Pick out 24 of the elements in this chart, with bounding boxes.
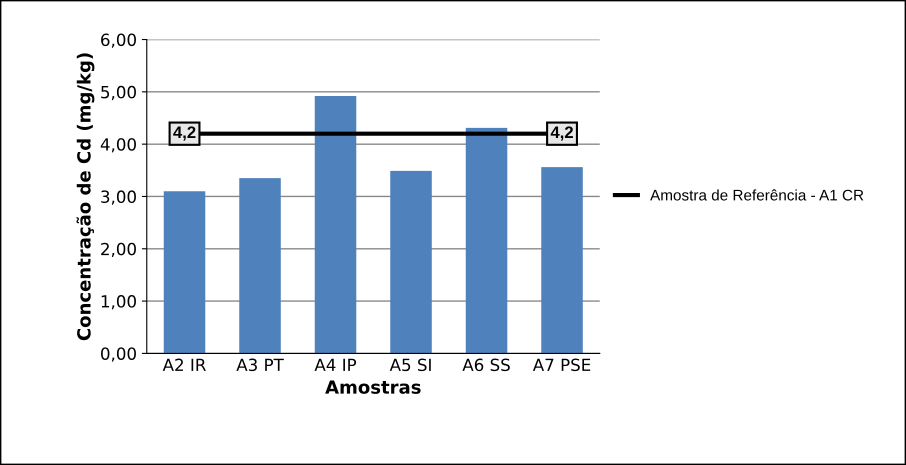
y-tick-label: 0,00 — [101, 347, 136, 362]
x-tick-label: A6 SS — [462, 358, 510, 372]
x-tick-label: A3 PT — [236, 358, 284, 372]
x-tick-label: A5 SI — [390, 358, 431, 372]
bar — [390, 170, 432, 354]
bar — [239, 178, 281, 354]
bar — [314, 96, 356, 354]
y-tick-label: 2,00 — [101, 242, 136, 258]
bar — [466, 128, 508, 354]
x-axis-title: Amostras — [325, 380, 421, 394]
legend-label: Amostra de Referência - A1 CR — [650, 189, 864, 201]
x-tick-label: A4 IP — [314, 358, 356, 371]
x-tick-label: A2 IR — [162, 358, 206, 371]
bar — [541, 167, 583, 354]
y-tick-label: 5,00 — [101, 86, 136, 100]
bar — [164, 191, 206, 354]
y-tick-label: 6,00 — [101, 33, 136, 48]
data-label: 4,2 — [550, 126, 573, 141]
y-tick-label: 3,00 — [101, 190, 136, 205]
y-tick-label: 1,00 — [102, 295, 136, 310]
x-tick-label: A7 PSE — [532, 358, 590, 372]
y-tick-label: 4,00 — [100, 138, 136, 152]
y-axis-title: Concentração de Cd (mg/kg) — [76, 53, 94, 340]
data-label: 4,2 — [173, 126, 196, 141]
